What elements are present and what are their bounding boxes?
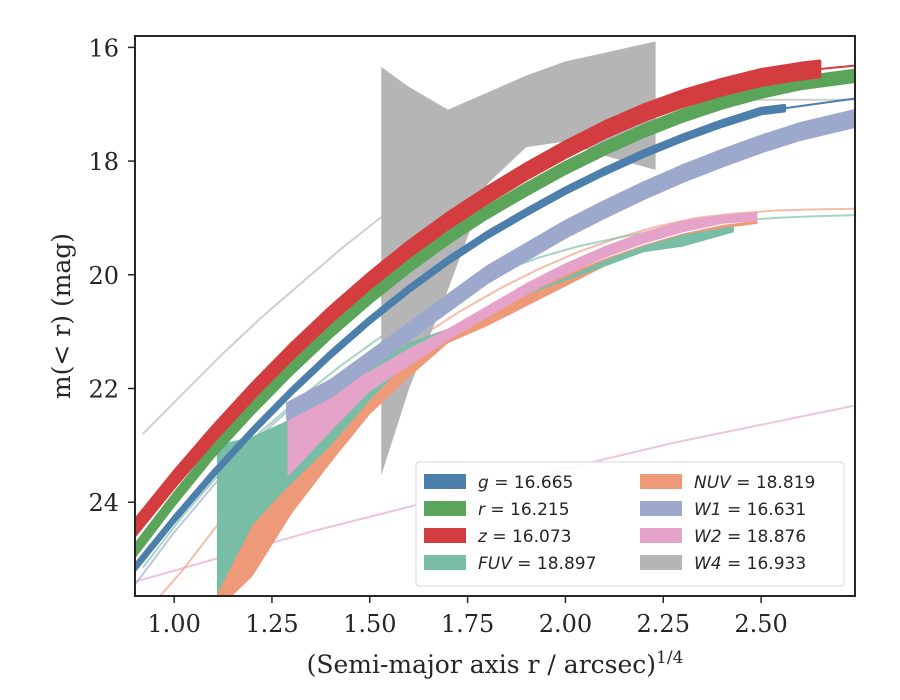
- legend-swatch-W1: [640, 501, 682, 516]
- legend-label-W4: W4 = 16.933: [694, 554, 806, 574]
- legend-box: [415, 461, 845, 587]
- x-tick-label: 1.50: [343, 610, 396, 638]
- legend-swatch-FUV: [424, 555, 466, 570]
- y-tick-label: 18: [88, 148, 119, 176]
- legend-swatch-W2: [640, 528, 682, 543]
- data-layer: [135, 41, 855, 596]
- band-r: [135, 68, 855, 558]
- legend-swatch-W4: [640, 555, 682, 570]
- legend-label-W1: W1 = 16.631: [694, 500, 806, 520]
- x-axis: 1.00 1.25 1.50 1.75 2.00 2.25 2.50: [147, 596, 788, 638]
- band-z: [135, 59, 822, 538]
- x-tick-label: 1.75: [441, 610, 494, 638]
- y-tick-label: 20: [88, 262, 119, 290]
- x-tick-label: 1.25: [245, 610, 298, 638]
- legend-label-z: z = 16.073: [477, 527, 571, 547]
- band-W1: [286, 109, 855, 421]
- y-tick-label: 24: [88, 489, 119, 517]
- y-axis: 16 18 20 22 24: [88, 34, 135, 517]
- x-axis-label: (Semi-major axis r / arcsec)1/4: [307, 648, 684, 679]
- legend-label-g: g = 16.665: [478, 473, 573, 493]
- legend-swatch-z: [424, 528, 466, 543]
- y-tick-label: 22: [88, 375, 119, 403]
- x-tick-label: 2.00: [539, 610, 592, 638]
- y-axis-label: m(< r) (mag): [47, 233, 76, 399]
- band-g: [135, 103, 787, 572]
- legend-swatch-NUV: [640, 474, 682, 489]
- plot-frame: [134, 35, 856, 597]
- legend: g = 16.665 r = 16.215 z = 16.073 FUV = 18.8…: [415, 461, 845, 587]
- legend-swatch-g: [424, 474, 466, 489]
- y-tick-label: 16: [88, 34, 119, 62]
- x-tick-label: 1.00: [147, 610, 200, 638]
- legend-label-NUV: NUV = 18.819: [694, 473, 815, 493]
- model-line-g: [784, 97, 855, 110]
- legend-label-FUV: FUV = 18.897: [478, 554, 596, 574]
- legend-swatch-r: [424, 501, 466, 516]
- legend-label-r: r = 16.215: [478, 500, 570, 520]
- legend-label-W2: W2 = 18.876: [694, 527, 806, 547]
- model-line-z: [819, 64, 855, 70]
- band-W2: [287, 211, 758, 477]
- x-tick-label: 2.50: [734, 610, 787, 638]
- x-tick-label: 2.25: [637, 610, 690, 638]
